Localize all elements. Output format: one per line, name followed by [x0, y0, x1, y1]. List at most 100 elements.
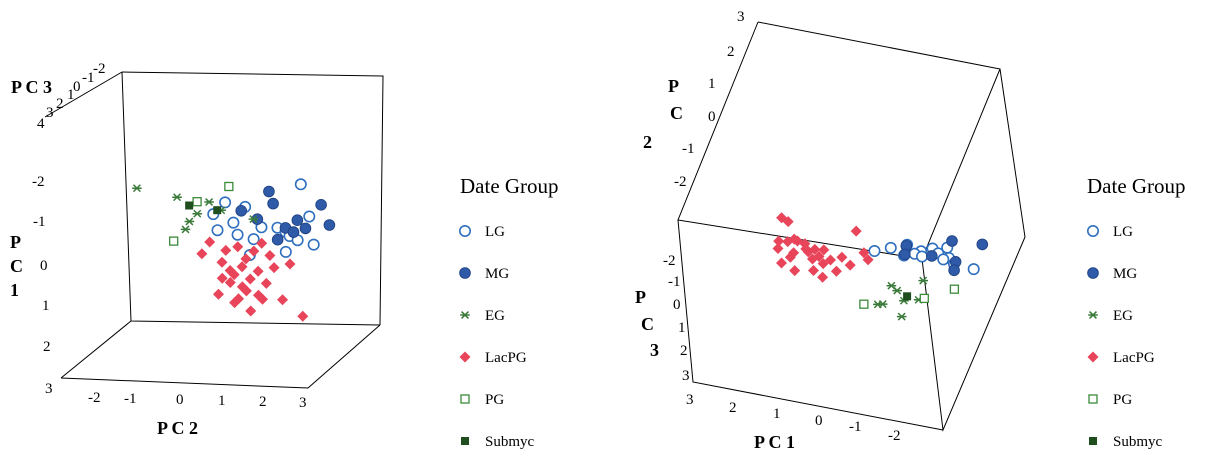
data-point-pg	[224, 181, 234, 192]
data-point-submyc	[903, 292, 912, 301]
data-point-lacpg	[784, 251, 796, 263]
right-pc3-ticks: -2 -1 0 1 2 3	[663, 253, 690, 384]
tick-label: -1	[668, 274, 681, 290]
tick-label: 1	[67, 87, 75, 103]
data-point-eg	[896, 312, 907, 321]
data-point-lacpg	[277, 294, 289, 306]
axis-label-line: P	[668, 76, 679, 96]
axis-label-line: C	[641, 314, 654, 334]
tick-label: 2	[43, 339, 51, 355]
data-point-lacpg	[252, 265, 264, 277]
data-point-eg	[192, 209, 203, 218]
data-point-lacpg	[236, 281, 248, 293]
legend-label-pg: PG	[1113, 392, 1132, 408]
legend-label-eg: EG	[485, 308, 505, 324]
data-point-lacpg	[808, 265, 819, 276]
data-point-mg	[976, 238, 989, 251]
legend-marker-lacpg	[1087, 351, 1099, 363]
data-point-lacpg	[212, 288, 224, 300]
data-point-lacpg	[240, 253, 252, 265]
tick-label: -2	[88, 390, 101, 406]
tick-label: -1	[33, 214, 46, 230]
data-point-lacpg	[809, 243, 821, 255]
left-pc2-ticks: -2 -1 0 1 2 3	[88, 390, 307, 411]
data-point-eg	[892, 286, 902, 295]
data-point-eg	[918, 276, 928, 285]
data-point-lacpg	[807, 253, 818, 265]
tick-label: 2	[259, 394, 267, 410]
axis-label-line: P	[10, 232, 21, 252]
legend-label-mg: MG	[1113, 266, 1137, 282]
left-box-edge	[121, 71, 384, 326]
data-point-pg	[169, 236, 179, 246]
legend-label-submyc: Submyc	[485, 434, 535, 450]
data-point-lacpg	[232, 241, 244, 253]
tick-label: 0	[40, 258, 48, 274]
tick-label: -1	[124, 391, 137, 407]
legend-marker-submyc	[1089, 437, 1097, 445]
data-point-mg	[898, 248, 911, 261]
data-point-eg	[172, 193, 182, 202]
legend-label-eg: EG	[1113, 308, 1133, 324]
right-scatter-points	[772, 212, 989, 321]
data-point-eg	[248, 215, 259, 224]
legend-label-lg: LG	[485, 224, 505, 240]
tick-label: -1	[849, 419, 862, 435]
right-box-edge	[677, 219, 944, 431]
data-point-lg	[915, 250, 928, 263]
tick-label: 0	[673, 297, 681, 313]
data-point-submyc	[213, 206, 222, 215]
data-point-mg	[299, 222, 312, 235]
tick-label: 3	[46, 105, 54, 121]
axis-label-line: C	[670, 103, 683, 123]
data-point-lacpg	[224, 265, 236, 276]
axis-label-line: 1	[10, 280, 19, 300]
legend-marker-mg	[1087, 267, 1099, 279]
data-point-lacpg	[862, 254, 874, 266]
left-box-edge	[121, 71, 381, 326]
legend-marker-submyc	[461, 437, 469, 445]
tick-label: 0	[176, 392, 184, 408]
legend-marker-lg	[458, 225, 471, 238]
tick-label: 2	[680, 343, 688, 359]
legend-left: Date Group LG MG EG LacPG PG Submyc	[458, 174, 559, 450]
data-point-mg	[287, 226, 300, 238]
data-point-lacpg	[196, 248, 208, 260]
data-point-pg	[919, 293, 929, 304]
tick-label: -2	[663, 253, 676, 269]
data-point-lg	[231, 228, 244, 241]
data-point-lacpg	[252, 289, 264, 301]
data-point-lacpg	[858, 247, 870, 259]
tick-label: 1	[773, 406, 781, 422]
tick-label: -2	[674, 174, 687, 190]
right-pc1-axis-label: P C 1	[754, 432, 795, 452]
tick-label: 0	[73, 79, 81, 95]
legend-label-lacpg: LacPG	[1113, 350, 1155, 366]
data-point-submyc	[185, 201, 194, 210]
tick-label: 1	[708, 76, 716, 92]
data-point-lg	[868, 245, 881, 258]
data-point-lg	[211, 224, 224, 237]
data-point-lacpg	[268, 262, 280, 274]
data-point-pg	[192, 197, 202, 207]
data-point-lg	[219, 196, 232, 209]
data-point-lg	[279, 245, 292, 258]
data-point-lacpg	[818, 244, 830, 256]
left-box-edge	[60, 320, 132, 379]
data-point-lacpg	[248, 245, 260, 257]
data-point-lacpg	[836, 251, 848, 263]
data-point-eg	[204, 198, 214, 206]
axis-label-line: P	[635, 287, 646, 307]
data-point-mg	[263, 185, 275, 198]
legend-marker-mg	[459, 267, 471, 279]
right-pc1-ticks: 3 2 1 0 -1 -2	[686, 392, 901, 444]
left-pc2-axis-label: P C 2	[157, 418, 198, 438]
data-point-lacpg	[236, 261, 248, 273]
tick-label: 3	[299, 395, 307, 411]
tick-label: -2	[32, 174, 45, 190]
legend-marker-pg	[1088, 394, 1098, 404]
legend-marker-lacpg	[459, 351, 471, 363]
tick-label: 1	[218, 393, 226, 409]
data-point-lacpg	[220, 244, 232, 256]
